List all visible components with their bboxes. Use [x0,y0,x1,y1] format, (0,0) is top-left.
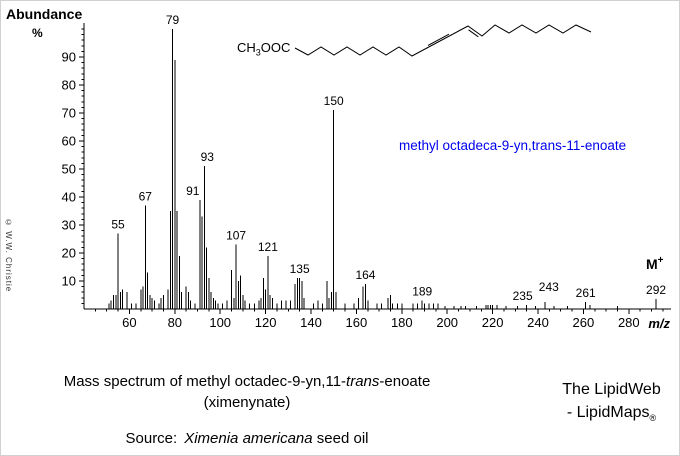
x-tick-label: 260 [573,315,595,330]
x-tick-label: 80 [168,315,182,330]
x-tick-label: 60 [122,315,136,330]
x-tick-label: 240 [527,315,549,330]
source-species-name: Ximenia americana [184,430,313,447]
molecular-ion-label: M+ [646,255,664,272]
peak-label: 67 [139,189,153,203]
molecule-chain [294,24,592,57]
y-tick-label: 40 [62,190,76,205]
source-line: Source: Ximenia americana seed oil [21,430,473,447]
x-tick-label: 160 [346,315,368,330]
ester-formula-label: CH3OOC [237,40,290,58]
source-label: Source: [125,430,178,447]
y-tick-label: 60 [62,134,76,149]
peak-label: 261 [576,286,596,300]
x-tick-label: 140 [300,315,322,330]
peak-label: 150 [324,94,344,108]
branding-line2-text: - LipidMaps [566,404,650,421]
figure-caption-line1: Mass spectrum of methyl octadec-9-yn,11-… [21,373,473,390]
formula-prefix: CH [237,40,256,55]
branding-line1: The LipidWeb [562,381,661,398]
peak-label: 235 [513,289,533,303]
figure-caption-line2: (ximenynate) [203,394,291,411]
x-tick-label: 280 [618,315,640,330]
peak-label: 243 [539,280,559,294]
peak-label: 292 [646,283,666,297]
peak-label: 189 [412,285,432,299]
y-tick-label: 90 [62,50,76,65]
triple-bond-stroke [427,33,450,46]
x-axis-title: m/z [648,316,670,331]
peak-label: 107 [226,229,246,243]
caption-text-end: -enoate [379,373,431,390]
copyright-watermark: © W.W. Christie [4,218,13,293]
peak-label: 121 [258,240,278,254]
peak-label: 91 [186,184,200,198]
y-tick-label: 20 [62,246,76,261]
y-tick-label: 70 [62,106,76,121]
y-tick-label: 10 [62,274,76,289]
caption-italic-text: trans [346,373,380,390]
y-axis-unit-label: % [32,26,43,40]
formula-suffix: OOC [260,40,291,55]
y-tick-label: 80 [62,78,76,93]
x-tick-label: 200 [436,315,458,330]
caption-text: Mass spectrum of methyl octadec-9-yn,11- [63,373,347,390]
y-tick-label: 30 [62,218,76,233]
compound-name: methyl octadeca-9-yn,trans-11-enoate [399,138,627,153]
x-tick-label: 100 [209,315,231,330]
x-tick-label: 180 [391,315,413,330]
formula-subscript: 3 [255,47,261,58]
peak-label: 79 [166,13,180,27]
double-bond-stroke [468,29,479,38]
peak-label: 164 [355,268,375,282]
x-tick-label: 220 [482,315,504,330]
y-axis-title: Abundance [6,6,83,22]
source-suffix: seed oil [312,430,369,447]
registered-mark: ® [649,413,657,424]
mass-spectrum-chart: 10 20 30 40 50 60 70 80 90 60 80 100 120 140 160 180 200… [62,13,671,331]
peak-label: 135 [290,262,310,276]
x-tick-label: 120 [255,315,277,330]
peak-label: 93 [201,150,215,164]
peak-label: 55 [111,217,125,231]
y-tick-label: 50 [62,162,76,177]
site-branding: The LipidWeb - LipidMaps® [544,378,679,430]
branding-line2: - LipidMaps® [544,401,679,430]
